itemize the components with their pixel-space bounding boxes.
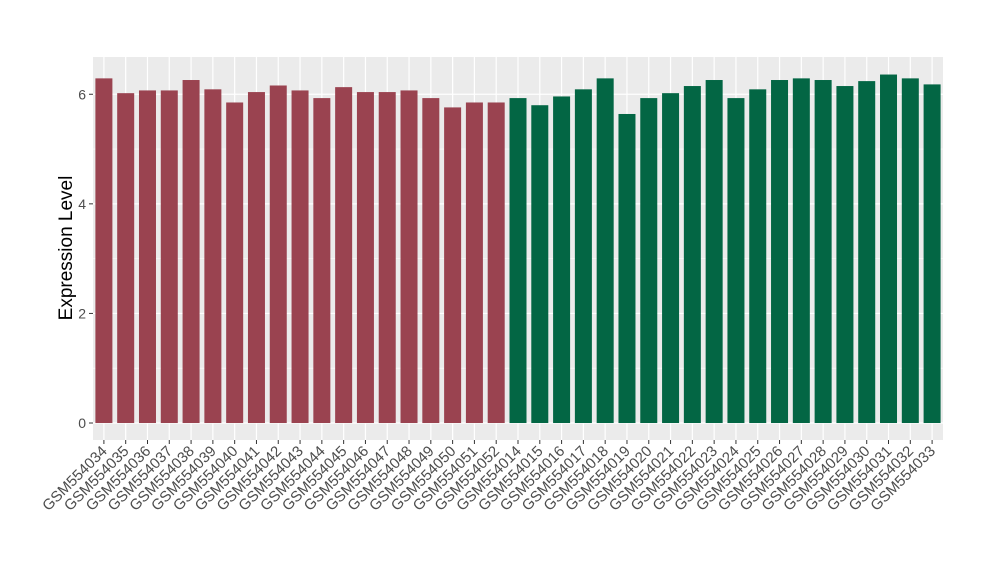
y-tick-label: 4 bbox=[78, 196, 86, 212]
bar bbox=[509, 98, 527, 424]
bar bbox=[749, 89, 767, 424]
bar bbox=[836, 86, 854, 424]
bar bbox=[378, 92, 396, 424]
bar bbox=[160, 90, 178, 424]
bar bbox=[335, 87, 353, 424]
y-tick-label: 6 bbox=[78, 86, 86, 102]
bar bbox=[356, 92, 374, 424]
bar bbox=[574, 89, 592, 424]
bar bbox=[269, 85, 287, 424]
bar bbox=[204, 89, 222, 424]
y-axis-label: Expression Level bbox=[56, 176, 77, 321]
bar bbox=[182, 80, 200, 424]
bar bbox=[531, 105, 549, 424]
bar bbox=[226, 102, 244, 424]
y-tick-label: 0 bbox=[78, 415, 86, 431]
bar bbox=[618, 113, 636, 424]
bar bbox=[771, 80, 789, 424]
bar bbox=[95, 78, 113, 424]
bar bbox=[596, 78, 614, 424]
bar bbox=[487, 102, 505, 424]
bar bbox=[662, 93, 680, 424]
bar bbox=[400, 90, 418, 424]
bar bbox=[313, 98, 331, 424]
bar bbox=[923, 84, 941, 424]
bar bbox=[727, 98, 745, 424]
bar bbox=[640, 98, 658, 424]
bar bbox=[705, 80, 723, 424]
bar bbox=[138, 90, 156, 424]
bar bbox=[422, 98, 440, 424]
bar bbox=[553, 96, 571, 424]
bar bbox=[247, 92, 265, 424]
bar bbox=[901, 78, 919, 424]
bar bbox=[444, 107, 462, 424]
bar bbox=[683, 86, 701, 424]
y-tick-label: 2 bbox=[78, 305, 86, 321]
bar bbox=[291, 90, 309, 424]
bar bbox=[792, 78, 810, 424]
bar bbox=[858, 81, 876, 424]
bar bbox=[117, 93, 135, 424]
bar bbox=[814, 80, 832, 424]
bar bbox=[880, 74, 898, 424]
bar bbox=[465, 102, 483, 424]
